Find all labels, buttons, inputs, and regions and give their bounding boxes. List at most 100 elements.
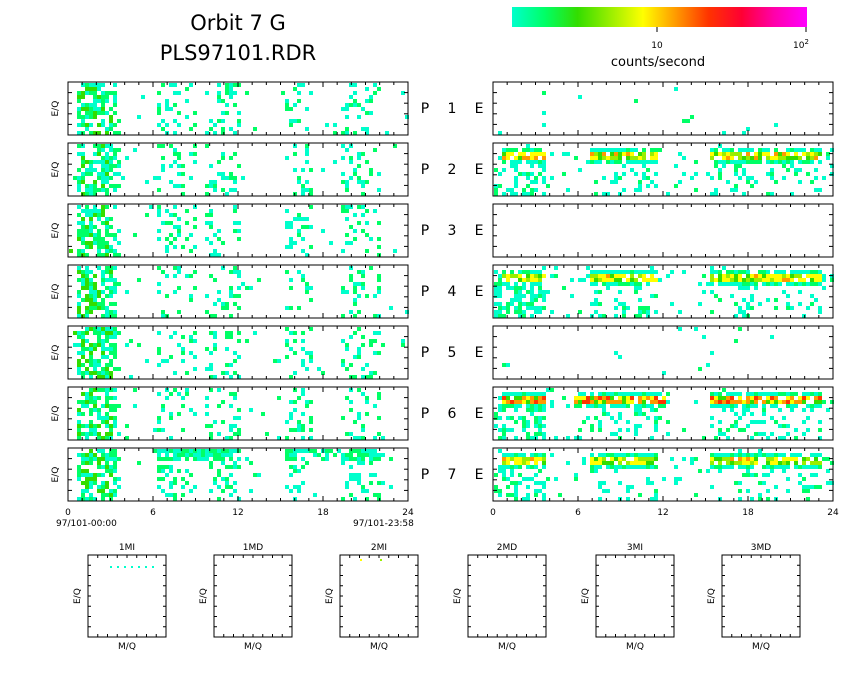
spectrogram-cell	[650, 457, 654, 461]
spectrogram-cell	[365, 489, 369, 493]
spectrogram-cell	[233, 266, 237, 270]
spectrogram-cell	[209, 461, 213, 465]
spectrogram-cell	[718, 298, 722, 302]
spectrogram-cell	[177, 225, 181, 229]
spectrogram-cell	[97, 172, 101, 176]
spectrogram-cell	[157, 363, 161, 367]
spectrogram-cell	[173, 103, 177, 107]
spectrogram-cell	[774, 306, 778, 310]
spectrogram-cell	[97, 188, 101, 192]
spectrogram-cell	[766, 282, 770, 286]
spectrogram-cell	[778, 156, 782, 160]
spectrogram-cell	[730, 188, 734, 192]
spectrogram-cell	[189, 473, 193, 477]
spectrogram-cell	[538, 392, 542, 396]
spectrogram-cell	[710, 270, 714, 274]
spectrogram-cell	[349, 493, 353, 497]
spectrogram-cell	[622, 274, 626, 278]
spectrogram-cell	[526, 485, 530, 489]
spectrogram-cell	[598, 314, 602, 318]
spectrogram-cell	[690, 115, 694, 119]
spectrogram-cell	[101, 416, 105, 420]
spectrogram-cell	[774, 278, 778, 282]
spectrogram-cell	[341, 363, 345, 367]
spectrogram-cell	[638, 184, 642, 188]
spectrogram-cell	[506, 457, 510, 461]
spectrogram-cell	[185, 99, 189, 103]
spectrogram-cell	[365, 294, 369, 298]
spectrogram-cell	[746, 404, 750, 408]
spectrogram-cell	[205, 310, 209, 314]
spectrogram-cell	[742, 131, 746, 135]
spectrogram-cell	[173, 457, 177, 461]
spectrogram-cell	[826, 408, 830, 412]
spectrogram-cell	[634, 286, 638, 290]
spectrogram-cell	[221, 156, 225, 160]
spectrogram-cell	[702, 290, 706, 294]
spectrogram-cell	[550, 152, 554, 156]
spectrogram-cell	[502, 404, 506, 408]
spectrogram-cell	[345, 115, 349, 119]
spectrogram-cell	[85, 192, 89, 196]
spectrogram-cell	[518, 465, 522, 469]
spectrogram-cell	[185, 449, 189, 453]
spectrogram-cell	[794, 274, 798, 278]
spectrogram-cell	[81, 131, 85, 135]
spectrogram-cell	[193, 457, 197, 461]
spectrogram-cell	[309, 416, 313, 420]
spectrogram-cell	[730, 278, 734, 282]
spectrogram-cell	[678, 310, 682, 314]
spectrogram-cell	[97, 359, 101, 363]
spectrogram-cell	[109, 469, 113, 473]
spectrogram-cell	[233, 461, 237, 465]
spectrogram-cell	[161, 127, 165, 131]
spectrogram-cell	[89, 270, 93, 274]
spectrogram-cell	[357, 481, 361, 485]
spectrogram-cell	[770, 192, 774, 196]
spectrogram-cell	[377, 237, 381, 241]
spectrogram-cell	[814, 278, 818, 282]
spectrogram-cell	[109, 396, 113, 400]
spectrogram-cell	[598, 270, 602, 274]
spectrogram-cell	[774, 270, 778, 274]
spectrogram-cell	[646, 416, 650, 420]
spectrogram-cell	[157, 266, 161, 270]
spectrogram-cell	[289, 375, 293, 379]
spectrogram-cell	[369, 457, 373, 461]
spectrogram-cell	[494, 412, 498, 416]
spectrogram-cell	[794, 436, 798, 440]
spectrogram-cell	[361, 343, 365, 347]
spectrogram-cell	[522, 270, 526, 274]
spectrogram-cell	[642, 274, 646, 278]
spectrogram-cell	[502, 148, 506, 152]
spectrogram-cell	[694, 188, 698, 192]
spectrogram-cell	[369, 375, 373, 379]
spectrogram-cell	[558, 493, 562, 497]
spectrogram-cell	[105, 363, 109, 367]
spectrogram-cell	[506, 306, 510, 310]
spectrogram-cell	[97, 148, 101, 152]
spectrogram-cell	[786, 274, 790, 278]
spectrogram-cell	[778, 274, 782, 278]
spectrogram-cell	[313, 449, 317, 453]
spectrogram-cell	[510, 274, 514, 278]
spectrogram-cell	[73, 331, 77, 335]
spectrogram-cell	[786, 457, 790, 461]
spectrogram-cell	[714, 400, 718, 404]
spectrogram-cell	[498, 156, 502, 160]
spectrogram-cell	[542, 432, 546, 436]
spectrogram-cell	[169, 485, 173, 489]
spectrogram-cell	[586, 274, 590, 278]
spectrogram-cell	[526, 477, 530, 481]
spectrogram-cell	[105, 424, 109, 428]
spectrogram-cell	[77, 107, 81, 111]
spectrogram-cell	[710, 266, 714, 270]
spectrogram-cell	[762, 408, 766, 412]
spectrogram-cell	[714, 404, 718, 408]
spectrogram-cell	[229, 314, 233, 318]
spectrogram-cell	[77, 278, 81, 282]
spectrogram-cell	[89, 123, 93, 127]
spectrogram-cell	[205, 192, 209, 196]
spectrogram-cell	[101, 485, 105, 489]
spectrogram-cell	[542, 164, 546, 168]
